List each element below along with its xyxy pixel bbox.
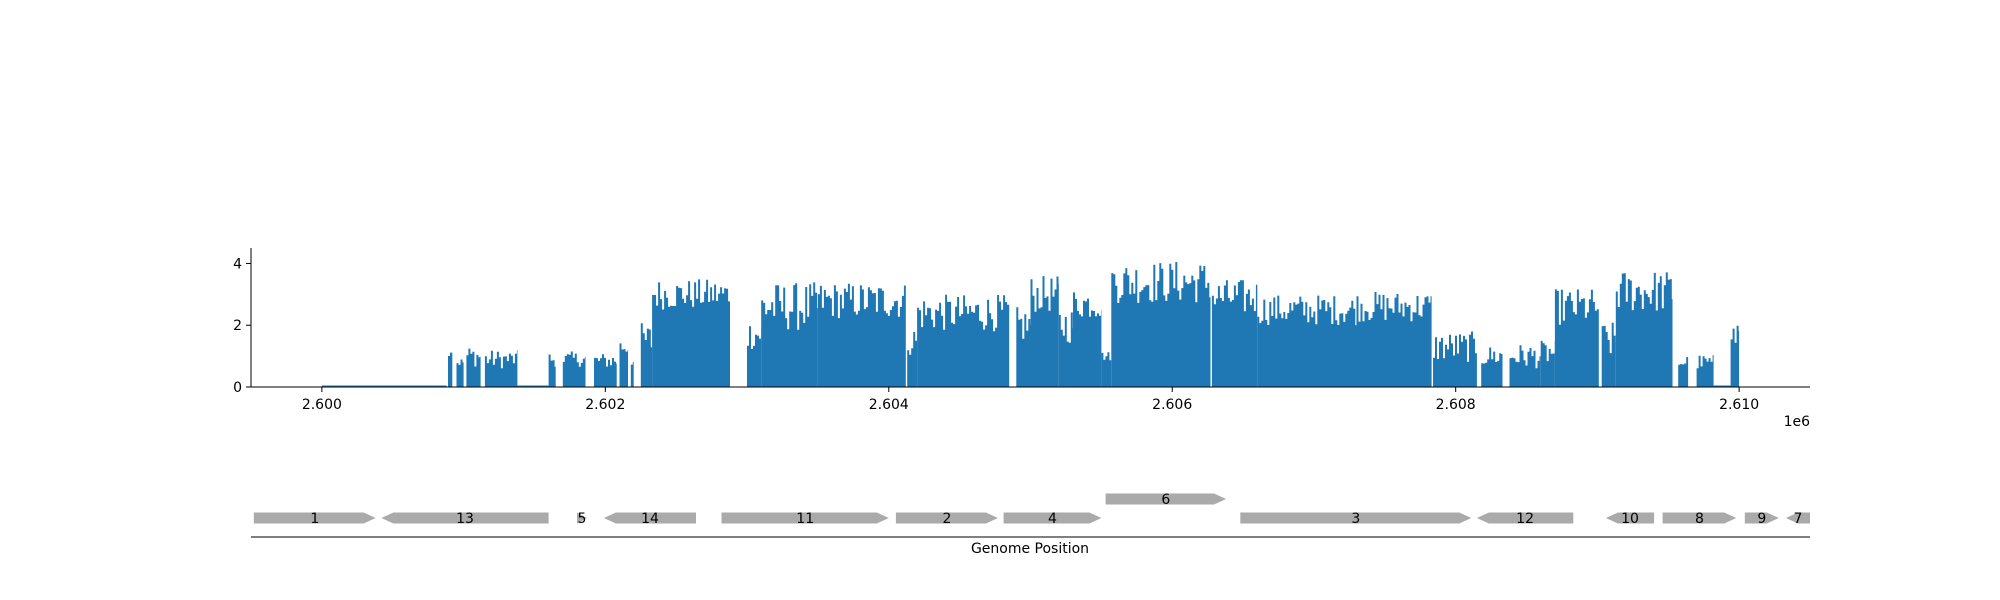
gene-arrow-9 <box>1744 512 1779 524</box>
y-tick-label: 0 <box>233 380 242 396</box>
coverage-segment-30 <box>1540 340 1555 387</box>
coverage-segment-31 <box>1554 289 1599 387</box>
y-tick-label: 4 <box>233 256 242 272</box>
gene-arrow-14 <box>603 512 696 524</box>
gene-arrow-11 <box>721 512 889 524</box>
coverage-segment-7 <box>562 351 586 387</box>
gene-arrow-13 <box>381 512 549 524</box>
x-tick-label: 2.600 <box>302 397 342 413</box>
gene-label-14: 14 <box>641 511 659 527</box>
x-tick-label: 2.604 <box>869 397 909 413</box>
coverage-segment-22 <box>1101 352 1112 387</box>
x-tick-label: 2.608 <box>1436 397 1476 413</box>
gene-label-2: 2 <box>942 511 951 527</box>
gene-arrow-1 <box>253 512 376 524</box>
x-offset-label: 1e6 <box>1784 414 1811 430</box>
coverage-axes: 2.600 2.602 2.604 2.606 2.608 2.610 0 2 4 <box>233 248 1810 413</box>
coverage-segment-15 <box>817 283 906 387</box>
gene-arrow-2 <box>895 512 998 524</box>
y-tick-label: 2 <box>233 318 242 334</box>
coverage-segment-33 <box>1615 272 1673 387</box>
gene-label-10: 10 <box>1621 511 1639 527</box>
coverage-segment-14 <box>761 282 818 387</box>
x-tick-label: 2.610 <box>1719 397 1759 413</box>
coverage-segment-26 <box>1356 292 1432 387</box>
coverage-segment-12 <box>652 279 730 387</box>
coverage-segment-34 <box>1678 357 1689 387</box>
gene-label-11: 11 <box>796 511 814 527</box>
coverage-segment-32 <box>1601 322 1616 387</box>
gene-track: 1 13 5 14 11 2 4 6 3 12 10 8 9 7 <box>251 492 1810 538</box>
coverage-segment-1 <box>448 352 453 387</box>
coverage-segment-4 <box>484 350 518 387</box>
gene-label-9: 9 <box>1757 511 1766 527</box>
coverage-segment-3 <box>466 348 481 387</box>
coverage-segment-28 <box>1481 347 1503 387</box>
gene-arrow-12 <box>1476 512 1574 524</box>
gene-label-6: 6 <box>1161 492 1170 508</box>
coverage-area <box>321 262 1740 387</box>
coverage-segment-21 <box>1073 292 1102 387</box>
coverage-segment-20 <box>1058 312 1073 387</box>
gene-label-13: 13 <box>456 511 474 527</box>
coverage-segment-37 <box>1730 325 1740 387</box>
gene-arrow-4 <box>1003 512 1102 524</box>
coverage-segment-18 <box>1016 307 1031 387</box>
coverage-segment-17 <box>917 294 1010 387</box>
coverage-segment-29 <box>1509 345 1541 387</box>
gene-label-1: 1 <box>310 511 319 527</box>
coverage-segment-16 <box>907 332 918 387</box>
gene-arrow-8 <box>1662 512 1737 524</box>
gene-arrow-5 <box>577 512 587 524</box>
x-tick-label: 2.602 <box>585 397 625 413</box>
coverage-segment-11 <box>640 323 653 387</box>
x-tick-label: 2.606 <box>1152 397 1192 413</box>
gene-arrow-6 <box>1105 493 1227 505</box>
gene-label-12: 12 <box>1516 511 1534 527</box>
coverage-segment-6 <box>548 354 556 387</box>
gene-label-8: 8 <box>1695 511 1704 527</box>
coverage-segment-10 <box>630 362 634 387</box>
coverage-segment-8 <box>594 354 617 387</box>
coverage-segment-13 <box>747 326 762 387</box>
coverage-segment-35 <box>1696 355 1714 387</box>
gene-arrow-7 <box>1785 512 1810 524</box>
coverage-segment-23 <box>1111 262 1211 387</box>
coverage-segment-25 <box>1257 295 1357 387</box>
coverage-segment-9 <box>619 343 628 387</box>
gene-label-7: 7 <box>1794 511 1803 527</box>
coverage-segment-27 <box>1433 331 1477 387</box>
coverage-segment-2 <box>456 359 464 387</box>
gene-label-3: 3 <box>1351 511 1360 527</box>
coverage-segment-24 <box>1211 280 1258 387</box>
gene-arrow-10 <box>1605 512 1655 524</box>
coverage-segment-19 <box>1030 276 1059 387</box>
gene-label-5: 5 <box>577 511 586 527</box>
gene-arrow-3 <box>1240 512 1472 524</box>
gene-track-xlabel: Genome Position <box>971 541 1089 557</box>
gene-label-4: 4 <box>1048 511 1057 527</box>
